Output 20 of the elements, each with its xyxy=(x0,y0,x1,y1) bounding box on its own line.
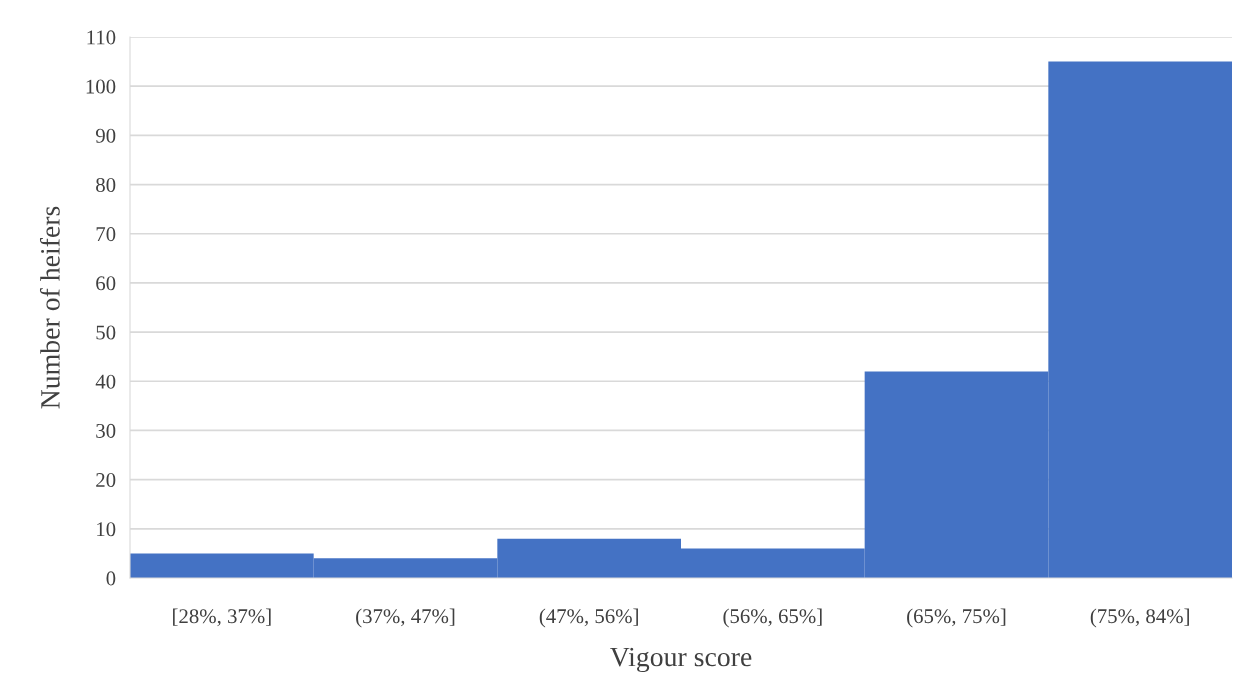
y-tick-label: 100 xyxy=(86,79,116,94)
x-tick-label: (56%, 65%] xyxy=(723,608,822,628)
x-tick-label: (47%, 56%] xyxy=(539,608,638,628)
x-tick-label: (75%, 84%] xyxy=(1090,608,1189,628)
y-tick-label: 10 xyxy=(97,522,116,537)
y-tick-label: 110 xyxy=(87,30,116,45)
y-tick-label: 80 xyxy=(96,177,116,192)
x-tick-label: [28%, 37%] xyxy=(173,608,271,627)
y-tick-label: 30 xyxy=(96,423,116,438)
x-tick-label: (37%, 47%] xyxy=(356,608,455,628)
y-tick-label: 70 xyxy=(96,227,116,242)
y-axis-title: Number of heifers xyxy=(39,206,60,409)
y-tick-label: 40 xyxy=(95,374,116,389)
y-tick-label: 90 xyxy=(95,128,116,143)
y-tick-label: 60 xyxy=(96,276,116,291)
y-tick-label: 0 xyxy=(106,571,116,586)
y-tick-label: 50 xyxy=(96,325,116,340)
x-axis-title: Vigour score xyxy=(610,647,752,673)
x-tick-label: (65%, 75%] xyxy=(907,608,1006,628)
y-tick-label: 20 xyxy=(96,473,116,488)
